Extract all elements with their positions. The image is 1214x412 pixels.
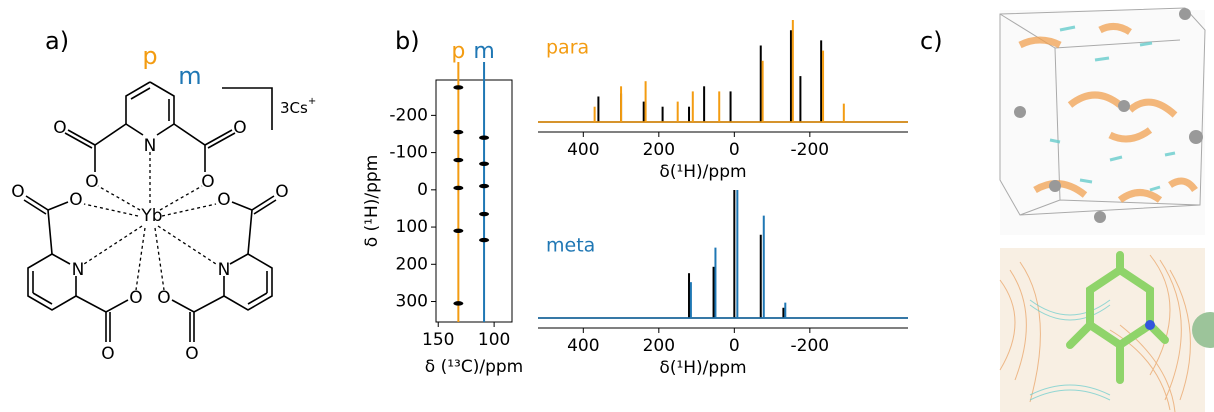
y-tick-label: -200 [389,105,428,125]
panel-label: b) [395,27,420,55]
atom: O [275,182,288,202]
cross-peak [453,301,464,306]
unit-cell [999,7,1206,216]
cross-peak [479,161,490,166]
x-tick-label: -200 [791,336,830,356]
cross-peak [453,129,464,135]
atom: O [11,182,24,202]
atoms-spheres [1014,8,1203,223]
mesh [1029,299,1111,401]
coordination-bond [83,152,217,291]
counterion: 3Cs+ [280,96,316,117]
cross-peak [479,183,490,189]
atom: O [129,288,142,308]
atom: O [69,190,82,210]
bond [27,253,77,311]
atom: O [201,172,214,192]
atom: O [185,344,198,364]
bond [171,195,277,342]
metal [1192,312,1214,348]
atom: O [157,288,170,308]
render-background [1000,10,1205,235]
legend-label: p [451,39,465,64]
y-axis-label: δ (¹H)/ppm [362,155,382,248]
x-tick-label: 100 [478,330,510,350]
y-tick-label: 100 [396,217,428,237]
x-tick-label: 0 [729,336,740,356]
x-tick-label: 400 [567,336,599,356]
cross-peak [453,185,464,191]
ring-label: m [178,62,201,90]
cross-peak [453,157,464,163]
x-axis-label: δ(¹H)/ppm [659,162,746,182]
spectrum-title: para [546,37,589,59]
ring-label: p [142,42,157,70]
plot-frame [435,79,513,323]
cross-peak [453,85,464,90]
bond [64,123,236,172]
bond [125,123,175,136]
panel-label: c) [920,27,943,55]
atom: O [233,118,246,138]
atom: O [217,190,230,210]
cross-peak [479,211,490,217]
atom: O [85,172,98,192]
x-tick-label: 200 [643,140,675,160]
orbital-surfaces [1049,25,1176,192]
x-tick-label: 400 [567,140,599,160]
nitrogen [1145,320,1155,330]
y-tick-label: -100 [389,143,428,163]
atom: N [72,260,85,280]
bond [23,195,129,342]
x-tick-label: 150 [422,330,454,350]
rendering [999,7,1214,412]
x-tick-label: 0 [729,140,740,160]
spectrum-title: meta [546,235,595,257]
x-tick-label: 200 [643,336,675,356]
y-tick-label: 200 [396,254,428,274]
y-tick-label: 0 [417,180,428,200]
atom: N [218,260,231,280]
bond [223,253,273,311]
panel-label: a) [45,27,69,55]
atom: O [53,118,66,138]
bracket [222,87,273,130]
cross-peak [479,135,490,140]
atom: O [101,344,114,364]
counterion-charge: + [308,96,316,107]
cross-peak [453,228,464,233]
atom: Yb [140,206,162,226]
x-axis-label: δ(¹H)/ppm [659,358,746,378]
x-tick-label: -200 [791,140,830,160]
x-axis-label: δ (¹³C)/ppm [425,357,523,377]
counterion-text: 3Cs [280,99,308,117]
atom: N [144,136,157,156]
cross-peak [479,237,490,243]
legend-label: m [473,39,494,64]
bond [125,81,175,124]
structure: N O O O O N O O O O N O O O O Yb p m 3Cs… [11,42,316,364]
y-tick-label: 300 [396,292,428,312]
mesh [999,254,1191,412]
